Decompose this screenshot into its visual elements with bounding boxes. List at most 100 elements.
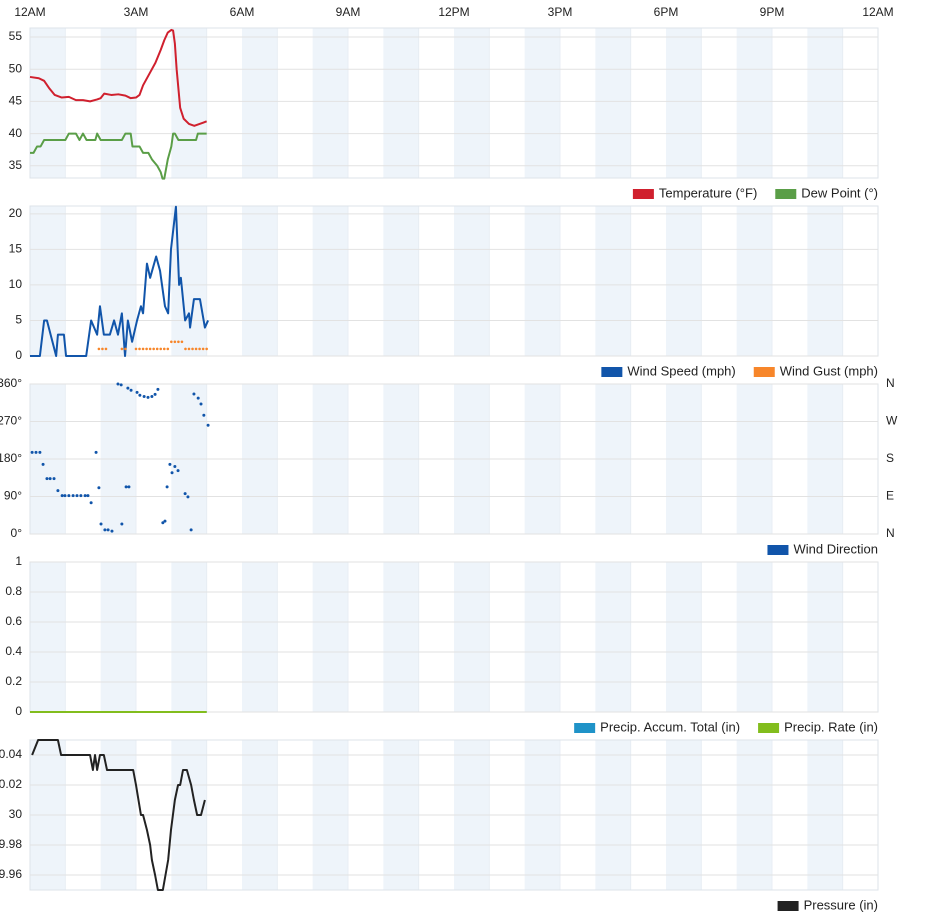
y-tick-label: 5 — [15, 313, 22, 327]
x-tick-label: 9AM — [336, 5, 361, 19]
y-tick-label: 0 — [15, 348, 22, 362]
y-tick-label: 0.2 — [5, 674, 22, 688]
scatter-point — [56, 489, 60, 493]
x-tick-label: 6AM — [230, 5, 255, 19]
legend-label: Temperature (°F) — [659, 185, 757, 200]
gust-dot — [141, 347, 145, 351]
y-tick-label: 30.04 — [0, 747, 22, 761]
y-tick-label: 20 — [9, 206, 23, 220]
plot-frame — [29, 27, 879, 179]
scatter-point — [202, 413, 206, 417]
hour-band — [454, 28, 490, 178]
hour-band — [666, 206, 702, 356]
scatter-point — [41, 462, 45, 466]
scatter-point — [176, 469, 180, 473]
hour-band — [100, 28, 136, 178]
legend-swatch — [632, 189, 654, 199]
gust-dot — [180, 340, 184, 344]
gust-dot — [177, 340, 180, 344]
hour-band — [524, 206, 560, 356]
scatter-point — [60, 494, 64, 498]
gust-dot — [198, 347, 201, 351]
gust-dot — [162, 347, 166, 351]
scatter-point — [186, 495, 190, 499]
hour-band — [736, 206, 772, 356]
y-tick-label: 0.6 — [5, 614, 22, 628]
hour-band — [383, 28, 419, 178]
scatter-point — [119, 383, 123, 387]
y-tick-label: 0.8 — [5, 584, 22, 598]
y-tick-label: 90° — [4, 489, 22, 503]
y-tick-label: 15 — [9, 242, 23, 256]
x-tick-label: 12AM — [862, 5, 893, 19]
gust-dot — [104, 347, 108, 351]
scatter-point — [183, 492, 187, 496]
legend-swatch — [601, 367, 623, 377]
scatter-point — [206, 423, 210, 427]
scatter-point — [120, 522, 124, 526]
y-tick-label: 0.4 — [5, 644, 22, 658]
gust-dot — [134, 347, 138, 351]
hour-band — [666, 28, 702, 178]
scatter-point — [173, 465, 177, 468]
hour-band — [242, 206, 278, 356]
scatter-point — [83, 494, 87, 498]
x-tick-label: 6PM — [654, 5, 679, 19]
gust-dot — [187, 347, 191, 351]
scatter-point — [135, 390, 139, 394]
scatter-point — [97, 486, 101, 490]
x-tick-label: 12PM — [438, 5, 469, 19]
x-tick-label: 3AM — [124, 5, 149, 19]
scatter-point — [63, 494, 67, 498]
scatter-point — [156, 387, 160, 391]
scatter-point — [129, 388, 133, 392]
scatter-point — [103, 528, 107, 532]
gust-dot — [120, 347, 124, 351]
hour-band — [736, 28, 772, 178]
scatter-point — [86, 494, 90, 498]
scatter-point — [99, 522, 103, 526]
gust-dot — [166, 347, 170, 351]
hour-band — [595, 206, 631, 356]
gust-dot — [194, 347, 198, 351]
legend-label: Wind Speed (mph) — [627, 363, 735, 378]
y-tick-label: 0 — [15, 704, 22, 718]
scatter-point — [67, 494, 71, 498]
hour-band — [595, 562, 631, 712]
scatter-point — [30, 450, 34, 454]
scatter-point — [170, 471, 174, 475]
y-tick-label: 50 — [9, 61, 23, 75]
hour-band — [30, 206, 66, 356]
hour-band — [312, 562, 348, 712]
gust-dot — [124, 347, 127, 351]
y-tick-label: 29.96 — [0, 867, 22, 881]
y2-tick-label: N — [886, 376, 895, 390]
hour-band — [171, 28, 207, 178]
scatter-point — [163, 519, 167, 523]
hour-band — [30, 28, 66, 178]
gust-dot — [201, 347, 205, 351]
scatter-point — [106, 528, 110, 532]
y-tick-label: 360° — [0, 376, 22, 390]
y-tick-label: 45 — [9, 94, 23, 108]
y-tick-label: 10 — [9, 277, 23, 291]
legend-swatch — [767, 545, 789, 555]
hour-band — [595, 28, 631, 178]
legend-label: Pressure (in) — [804, 897, 878, 912]
legend-swatch — [777, 901, 799, 911]
y2-tick-label: N — [886, 526, 895, 540]
scatter-point — [196, 396, 200, 400]
y2-tick-label: S — [886, 451, 894, 465]
scatter-point — [48, 477, 52, 481]
gust-dot — [148, 347, 152, 351]
legend-swatch — [758, 723, 780, 733]
x-tick-label: 3PM — [548, 5, 573, 19]
y-tick-label: 30.02 — [0, 777, 22, 791]
x-tick-label: 9PM — [760, 5, 785, 19]
scatter-point — [124, 485, 128, 489]
hour-band — [171, 562, 207, 712]
scatter-point — [150, 395, 154, 398]
gust-dot — [173, 340, 177, 344]
scatter-point — [52, 477, 56, 481]
